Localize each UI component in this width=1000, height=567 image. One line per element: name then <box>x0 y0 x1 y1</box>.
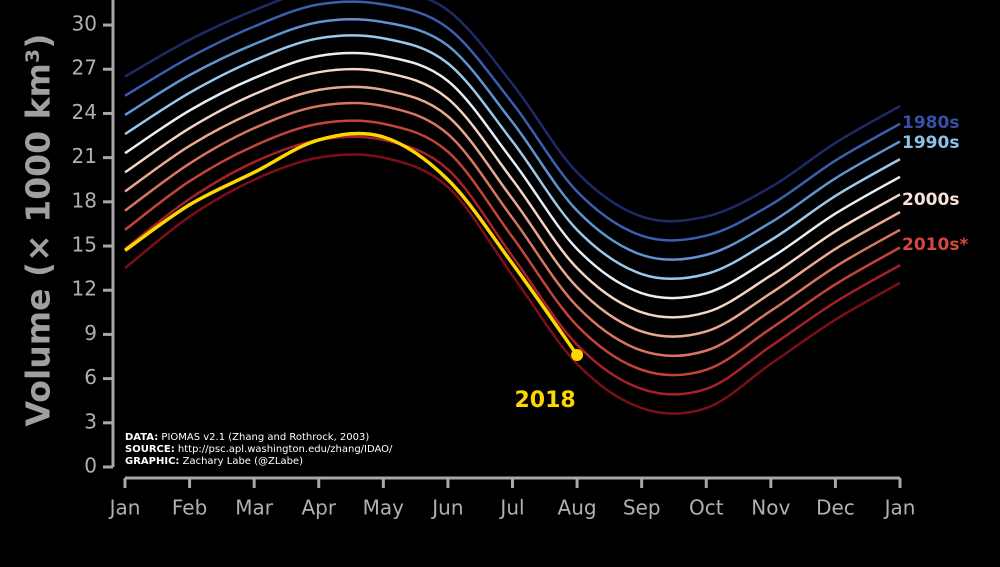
x-tick-label: Feb <box>172 496 207 520</box>
credit-line: DATA: PIOMAS v2.1 (Zhang and Rothrock, 2… <box>125 432 369 443</box>
x-tick-label: Jul <box>498 496 524 520</box>
decade-label: 1980s <box>902 113 959 133</box>
series-line <box>123 131 579 357</box>
series-line <box>124 101 901 358</box>
decade-label: 2000s <box>902 190 959 210</box>
series-end-marker <box>571 349 584 362</box>
x-tick-label: Mar <box>235 496 274 520</box>
y-tick-label: 12 <box>72 277 97 301</box>
x-tick-label: Dec <box>816 496 855 520</box>
x-tick-label: Oct <box>689 496 724 520</box>
series-line <box>124 0 901 242</box>
x-tick-label: May <box>363 496 405 520</box>
series-line <box>124 34 901 281</box>
x-tick-label: Apr <box>301 496 336 520</box>
y-tick-label: 9 <box>84 321 97 345</box>
y-axis-label: Volume (× 1000 km³) <box>19 34 58 427</box>
credit-label: GRAPHIC: <box>125 456 179 467</box>
series-line <box>124 0 901 223</box>
series-line <box>124 85 901 338</box>
x-tick-label: Jun <box>430 496 463 520</box>
credit-line: GRAPHIC: Zachary Labe (@ZLabe) <box>125 456 303 467</box>
decade-label: 1990s <box>902 133 959 153</box>
series-line <box>124 153 901 415</box>
series-line <box>124 135 901 396</box>
credit-text: Zachary Labe (@ZLabe) <box>183 456 303 467</box>
series-line <box>124 51 901 300</box>
y-tick-label: 6 <box>84 365 97 389</box>
credit-label: SOURCE: <box>125 444 175 455</box>
x-tick-label: Sep <box>623 496 661 520</box>
y-tick-label: 0 <box>84 454 97 478</box>
series-line <box>124 18 901 261</box>
y-tick-label: 27 <box>72 56 97 80</box>
x-tick-label: Nov <box>751 496 790 520</box>
y-tick-label: 15 <box>72 233 97 257</box>
y-tick-label: 3 <box>84 409 97 433</box>
series-line <box>124 119 901 377</box>
x-tick-label: Jan <box>883 496 916 520</box>
y-tick-label: 30 <box>72 12 97 36</box>
y-tick-label: 24 <box>72 100 97 124</box>
decade-label: 2010s* <box>902 235 968 255</box>
credit-line: SOURCE: http://psc.apl.washington.edu/zh… <box>125 444 393 455</box>
y-tick-label: 18 <box>72 188 97 212</box>
credit-label: DATA: <box>125 432 158 443</box>
series-line <box>124 67 901 319</box>
credit-text: http://psc.apl.washington.edu/zhang/IDAO… <box>178 444 393 455</box>
x-tick-label: Jan <box>108 496 141 520</box>
x-tick-label: Aug <box>558 496 597 520</box>
credit-text: PIOMAS v2.1 (Zhang and Rothrock, 2003) <box>161 432 369 443</box>
series-label: 2018 <box>514 388 575 413</box>
y-tick-label: 21 <box>72 144 97 168</box>
